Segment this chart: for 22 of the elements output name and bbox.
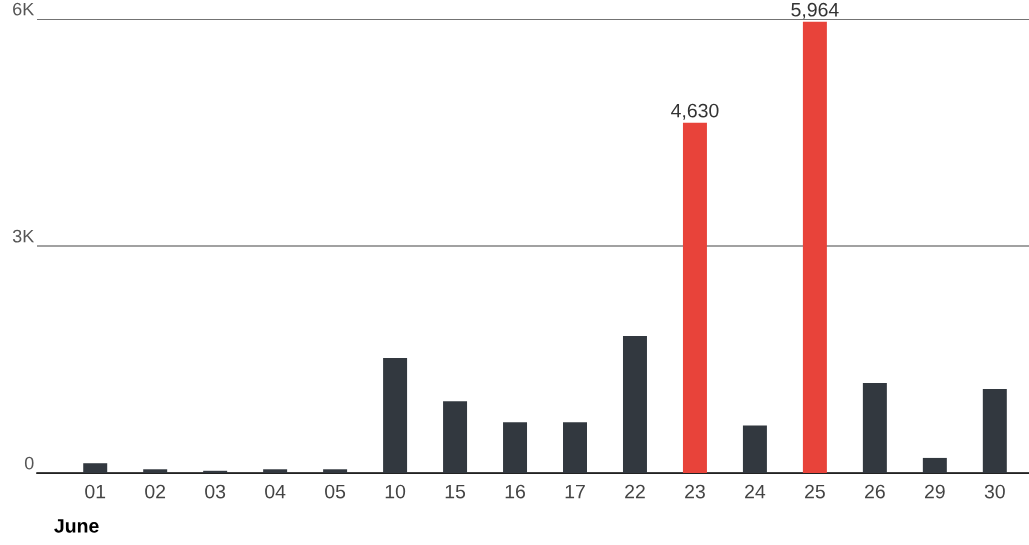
x-tick-label: 26 [865, 484, 885, 499]
x-tick-label: 16 [505, 484, 525, 499]
x-tick-label: 03 [205, 484, 226, 499]
x-tick-label: 24 [745, 484, 766, 499]
x-tick-label: 01 [85, 484, 106, 499]
data-label: 5,964 [791, 2, 839, 19]
y-tick-label: 6K [13, 2, 35, 16]
x-tick-label: 05 [325, 484, 346, 499]
x-tick-label: 17 [565, 484, 585, 499]
x-axis-title: June [54, 519, 99, 533]
x-tick-label: 04 [265, 484, 286, 499]
x-tick-label: 02 [145, 484, 166, 499]
y-tick-label: 0 [24, 456, 34, 470]
x-tick-label: 30 [984, 484, 1005, 499]
data-label: 4,630 [671, 103, 719, 120]
x-tick-label: 25 [805, 484, 825, 499]
x-tick-label: 22 [625, 484, 645, 499]
x-tick-label: 10 [385, 484, 406, 499]
x-tick-label: 15 [445, 484, 466, 499]
x-tick-label: 29 [925, 484, 945, 499]
y-tick-label: 3K [12, 229, 35, 243]
x-tick-label: 23 [685, 484, 705, 499]
